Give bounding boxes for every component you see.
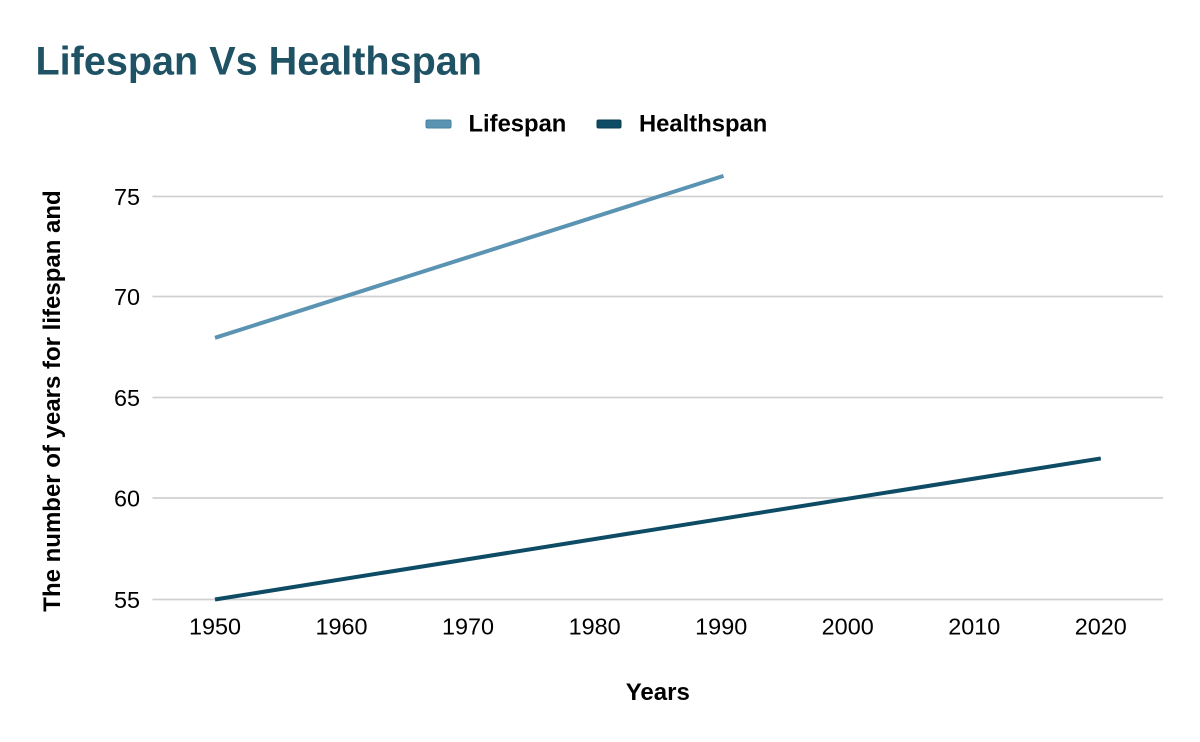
- svg-text:2000: 2000: [822, 614, 874, 640]
- svg-text:Lifespan Vs Healthspan: Lifespan Vs Healthspan: [36, 40, 482, 84]
- svg-text:65: 65: [114, 385, 140, 411]
- svg-text:Years: Years: [626, 679, 690, 706]
- svg-text:Lifespan: Lifespan: [469, 110, 567, 137]
- svg-text:60: 60: [114, 486, 140, 512]
- svg-text:The number of years for lifesp: The number of years for lifespan and: [39, 190, 66, 611]
- svg-text:1960: 1960: [315, 614, 367, 640]
- svg-text:2020: 2020: [1075, 614, 1127, 640]
- svg-text:1950: 1950: [189, 614, 241, 640]
- svg-text:70: 70: [114, 284, 140, 310]
- svg-text:1990: 1990: [695, 614, 747, 640]
- svg-text:2010: 2010: [948, 614, 1000, 640]
- svg-text:75: 75: [114, 184, 140, 210]
- svg-text:1980: 1980: [569, 614, 621, 640]
- svg-text:55: 55: [114, 587, 140, 613]
- svg-text:Healthspan: Healthspan: [639, 110, 767, 137]
- svg-text:1970: 1970: [442, 614, 494, 640]
